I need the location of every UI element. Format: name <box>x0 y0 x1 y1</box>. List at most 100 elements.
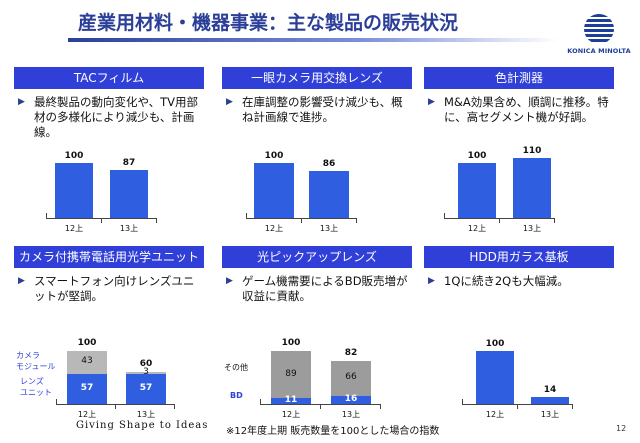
panel-header: 色計測器 <box>424 67 614 89</box>
company-logo: KONICA MINOLTA <box>564 14 634 64</box>
bar-segment <box>271 398 311 404</box>
bar <box>254 163 294 218</box>
tagline: Giving Shape to Ideas <box>76 420 209 431</box>
x-tick-label: 13上 <box>540 410 560 419</box>
title-underline <box>68 38 558 42</box>
bullet-point: ▶ 在庫調整の影響受け減少も、概ね計画線で進捗。 <box>226 95 403 124</box>
panel-tac-film: TACフィルム ▶ 最終製品の動向変化や、TV用部材の多様化により減少も、計画線… <box>14 67 204 237</box>
bullet-arrow-icon: ▶ <box>18 276 25 286</box>
x-tick <box>156 218 157 223</box>
x-tick <box>101 218 102 223</box>
x-tick-label: 12上 <box>264 224 284 233</box>
data-label: 66 <box>345 372 357 383</box>
bar-segment <box>331 360 371 396</box>
bullet-arrow-icon: ▶ <box>428 276 435 286</box>
data-label: 110 <box>522 145 542 156</box>
bar-segment <box>331 395 371 404</box>
legend-bd: BD <box>230 391 243 400</box>
x-tick <box>301 218 302 223</box>
data-label: 11 <box>284 395 298 406</box>
legend-camera-module: カメラ モジュール <box>16 351 56 371</box>
data-label: 100 <box>467 151 487 161</box>
x-tick-label: 13上 <box>119 224 139 233</box>
data-label: 16 <box>344 393 358 404</box>
x-tick <box>554 218 555 223</box>
y-axis <box>246 213 247 218</box>
bar <box>110 170 148 218</box>
x-tick <box>174 404 175 409</box>
x-tick-label: 12上 <box>281 410 301 419</box>
panel-slr-lens: 一眼カメラ用交換レンズ ▶ 在庫調整の影響受け減少も、概ね計画線で進捗。 12上… <box>222 67 412 237</box>
panel-optical-pickup: 光ピックアップレンズ ▶ ゲーム機需要によるBD販売増が収益に貢献。 その他 B… <box>222 246 412 421</box>
bar-segment <box>271 351 311 399</box>
data-label: 3 <box>143 366 149 377</box>
x-tick-label: 13上 <box>522 224 542 233</box>
x-tick-label: 12上 <box>77 410 97 419</box>
y-axis <box>444 213 445 218</box>
panel-color-measure: 色計測器 ▶ M&A効果含め、順調に推移。特に、高セグメント機が好調。 12上 1… <box>424 67 614 237</box>
data-label: 14 <box>543 384 557 395</box>
data-label: 57 <box>80 382 94 393</box>
bar-segment <box>126 372 166 374</box>
data-label: 100 <box>264 151 284 161</box>
panel-header: 一眼カメラ用交換レンズ <box>222 67 412 89</box>
page-title: 産業用材料・機器事業：主な製品の販売状況 <box>78 12 459 34</box>
x-tick-label: 13上 <box>319 224 339 233</box>
y-axis <box>462 399 463 404</box>
panel-mobile-optical-unit: カメラ付携帯電話用光学ユニット ▶ スマートフォン向けレンズユニットが堅調。 カ… <box>14 246 204 421</box>
data-label: 87 <box>122 158 136 169</box>
total-label: 60 <box>139 359 153 370</box>
x-tick <box>517 404 518 409</box>
y-axis <box>56 399 57 404</box>
footnote: ※12年度上期 販売数量を100とした場合の指数 <box>226 426 440 437</box>
x-tick <box>115 404 116 409</box>
total-label: 100 <box>281 338 301 348</box>
y-axis <box>260 399 261 404</box>
data-label: 57 <box>139 382 153 393</box>
panel-header: TACフィルム <box>14 67 204 89</box>
page-number: 12 <box>616 424 627 433</box>
bullet-point: ▶ 最終製品の動向変化や、TV用部材の多様化により減少も、計画線。 <box>18 95 199 139</box>
legend-lens-unit: レンズ ユニット <box>20 377 52 397</box>
bar <box>531 396 569 404</box>
globe-logo-icon <box>584 14 614 44</box>
bullet-point: ▶ スマートフォン向けレンズユニットが堅調。 <box>18 274 195 303</box>
x-tick-label: 12上 <box>467 224 487 233</box>
x-tick <box>499 218 500 223</box>
panel-header: 光ピックアップレンズ <box>222 246 412 268</box>
bullet-arrow-icon: ▶ <box>226 276 233 286</box>
x-tick-label: 12上 <box>485 410 505 419</box>
bullet-arrow-icon: ▶ <box>226 97 233 107</box>
total-label: 82 <box>344 347 358 358</box>
y-axis <box>46 213 47 218</box>
logo-text: KONICA MINOLTA <box>567 47 631 55</box>
bullet-arrow-icon: ▶ <box>428 97 435 107</box>
bullet-arrow-icon: ▶ <box>18 97 25 107</box>
x-tick <box>572 404 573 409</box>
bar <box>476 351 514 404</box>
data-label: 43 <box>81 356 93 367</box>
data-label: 89 <box>285 368 297 379</box>
panel-header: カメラ付携帯電話用光学ユニット <box>14 246 204 268</box>
x-tick-label: 13上 <box>136 410 156 419</box>
data-label: 100 <box>485 339 505 349</box>
bullet-point: ▶ M&A効果含め、順調に推移。特に、高セグメント機が好調。 <box>428 95 609 124</box>
x-tick-label: 12上 <box>64 224 84 233</box>
legend-other: その他 <box>224 363 248 372</box>
bullet-point: ▶ 1Qに続き2Qも大幅減。 <box>428 274 569 288</box>
bar-segment <box>126 373 166 404</box>
panel-hdd-glass: HDD用ガラス基板 ▶ 1Qに続き2Qも大幅減。 12上 100 13上 14 <box>424 246 614 421</box>
data-label: 100 <box>64 151 84 161</box>
bar-segment <box>67 351 107 374</box>
x-tick <box>380 404 381 409</box>
panel-header: HDD用ガラス基板 <box>424 246 614 268</box>
total-label: 100 <box>77 338 97 348</box>
x-tick <box>320 404 321 409</box>
bar-segment <box>67 373 107 404</box>
bar <box>458 163 496 218</box>
bar <box>55 163 93 218</box>
x-tick-label: 13上 <box>341 410 361 419</box>
bullet-point: ▶ ゲーム機需要によるBD販売増が収益に貢献。 <box>226 274 408 303</box>
x-tick <box>356 218 357 223</box>
bar <box>309 170 349 218</box>
